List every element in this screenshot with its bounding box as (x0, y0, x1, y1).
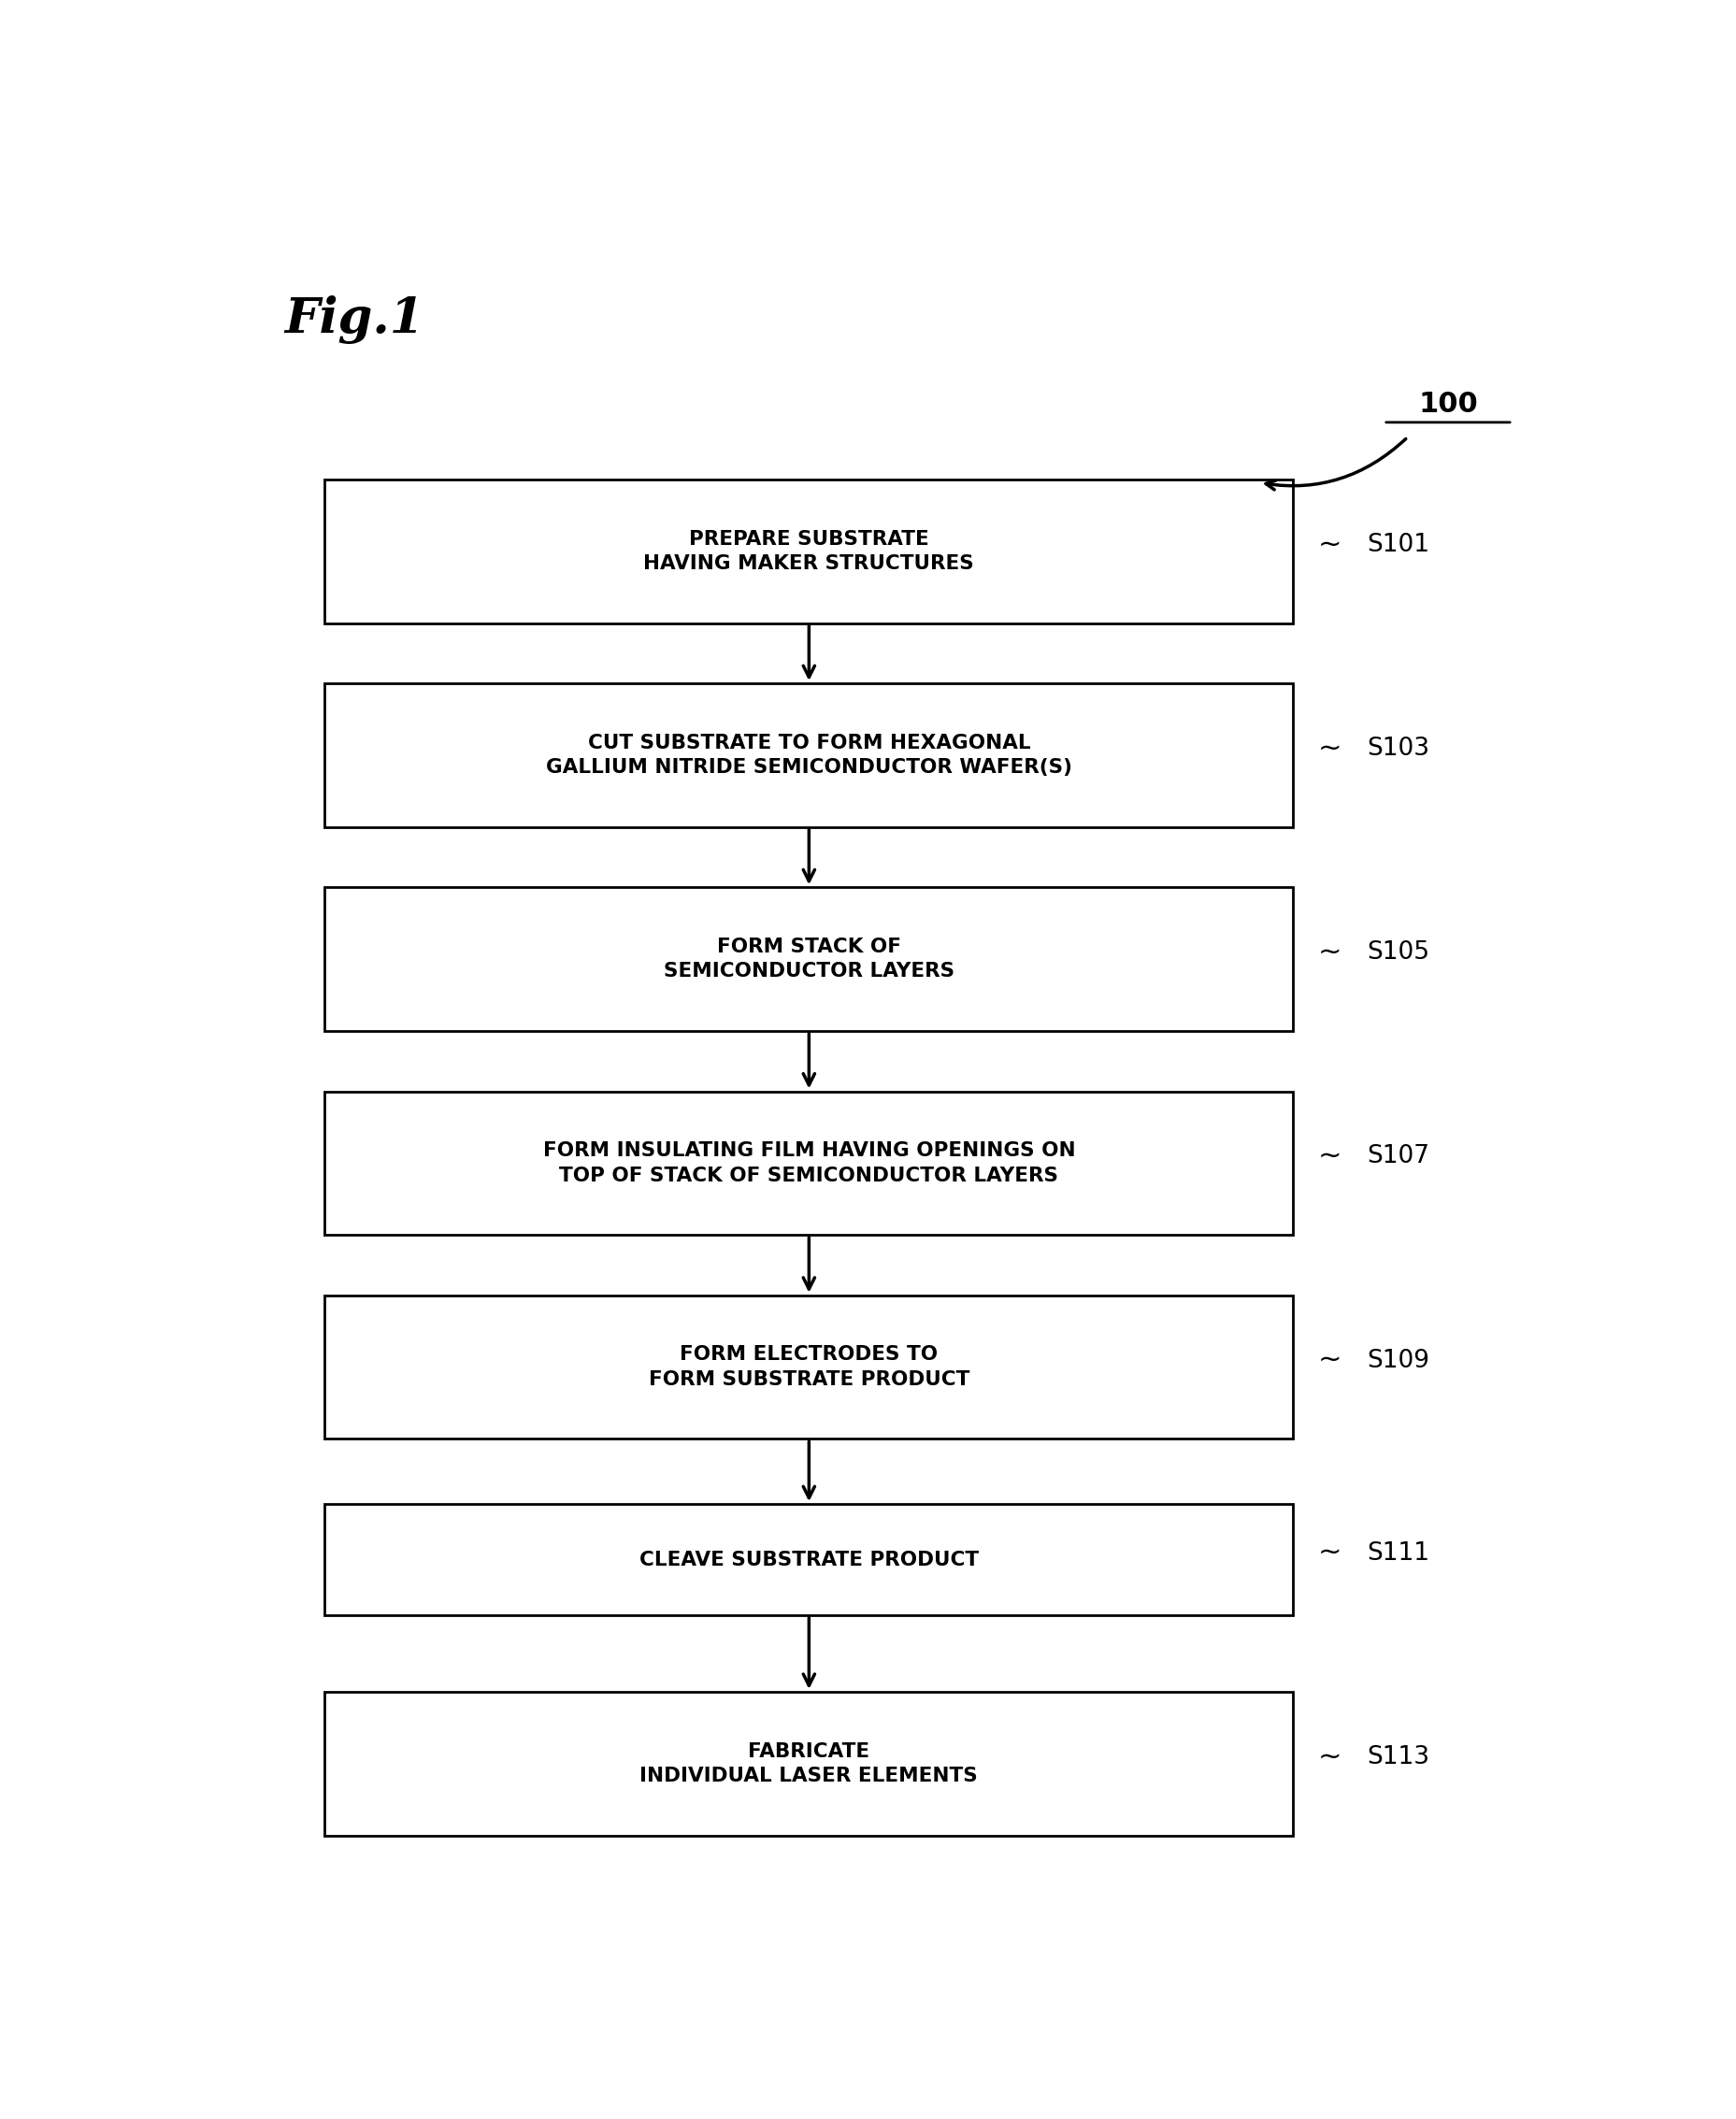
Text: Fig.1: Fig.1 (285, 295, 424, 343)
Text: S107: S107 (1368, 1144, 1430, 1170)
Text: CUT SUBSTRATE TO FORM HEXAGONAL
GALLIUM NITRIDE SEMICONDUCTOR WAFER(S): CUT SUBSTRATE TO FORM HEXAGONAL GALLIUM … (545, 733, 1073, 778)
Text: ~: ~ (1318, 735, 1342, 763)
Bar (325, 1691, 1293, 1835)
Text: S101: S101 (1368, 532, 1430, 557)
Text: S109: S109 (1368, 1348, 1430, 1373)
Text: ~: ~ (1318, 1142, 1342, 1170)
Text: S103: S103 (1368, 737, 1430, 761)
Text: PREPARE SUBSTRATE
HAVING MAKER STRUCTURES: PREPARE SUBSTRATE HAVING MAKER STRUCTURE… (644, 530, 974, 572)
Text: S113: S113 (1368, 1744, 1430, 1769)
Text: ~: ~ (1318, 1541, 1342, 1566)
Bar (325, 1295, 1293, 1439)
Bar (325, 888, 1293, 1032)
Text: FABRICATE
INDIVIDUAL LASER ELEMENTS: FABRICATE INDIVIDUAL LASER ELEMENTS (641, 1742, 977, 1784)
Text: FORM STACK OF
SEMICONDUCTOR LAYERS: FORM STACK OF SEMICONDUCTOR LAYERS (663, 937, 955, 981)
Text: S111: S111 (1368, 1541, 1430, 1566)
Text: FORM INSULATING FILM HAVING OPENINGS ON
TOP OF STACK OF SEMICONDUCTOR LAYERS: FORM INSULATING FILM HAVING OPENINGS ON … (543, 1142, 1075, 1185)
Text: FORM ELECTRODES TO
FORM SUBSTRATE PRODUCT: FORM ELECTRODES TO FORM SUBSTRATE PRODUC… (649, 1346, 969, 1388)
Text: S105: S105 (1368, 941, 1430, 964)
Bar (325, 1504, 1293, 1615)
Text: 100: 100 (1418, 390, 1477, 417)
Text: ~: ~ (1318, 1744, 1342, 1771)
Text: ~: ~ (1318, 1348, 1342, 1373)
Text: CLEAVE SUBSTRATE PRODUCT: CLEAVE SUBSTRATE PRODUCT (639, 1551, 979, 1568)
Bar (325, 479, 1293, 623)
Text: ~: ~ (1318, 532, 1342, 557)
Bar (325, 684, 1293, 826)
Text: ~: ~ (1318, 939, 1342, 966)
Bar (325, 1091, 1293, 1235)
